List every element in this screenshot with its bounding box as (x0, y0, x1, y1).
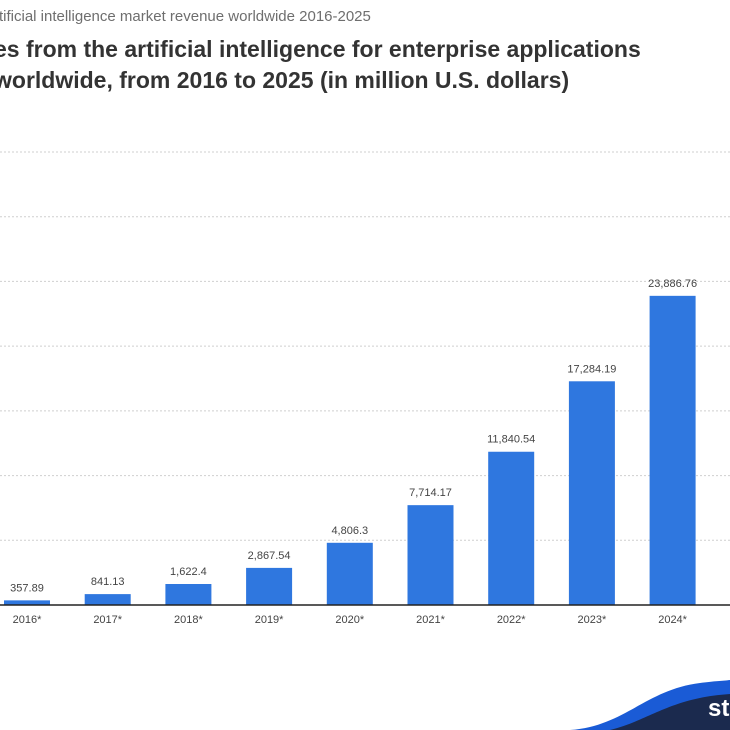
x-tick-label: 2018* (174, 614, 203, 626)
x-tick-label: 2016* (13, 614, 42, 626)
x-tick-label: 2024* (658, 614, 687, 626)
x-tick-label: 2023* (578, 614, 607, 626)
x-tick-label: 2017* (93, 614, 122, 626)
chart-title: es from the artificial intelligence for … (0, 34, 641, 96)
logo-wave-inner (610, 694, 730, 730)
bar-2021[interactable] (407, 505, 454, 605)
bar-2024[interactable] (649, 295, 696, 605)
x-tick-label: 2020* (335, 614, 364, 626)
x-tick-label: 2022* (497, 614, 526, 626)
data-label: 17,284.19 (567, 363, 616, 375)
x-tick-label: 2019* (255, 614, 284, 626)
bar-2018[interactable] (165, 584, 212, 605)
data-label: 23,886.76 (648, 278, 697, 290)
data-label: 2,867.54 (248, 550, 291, 562)
bar-2016[interactable] (4, 600, 50, 605)
data-label: 11,840.54 (487, 434, 535, 446)
grid-lines (0, 151, 730, 541)
bar-2023[interactable] (568, 381, 615, 605)
chart-title-line-1: es from the artificial intelligence for … (0, 36, 641, 62)
labels: 357.89 2016* 841.13 2017* 1,622.4 2018* 2,867.… (10, 278, 697, 626)
bar-2019[interactable] (246, 567, 293, 605)
bar-2020[interactable] (326, 542, 373, 605)
x-tick-label: 2021* (416, 614, 445, 626)
bar-2022[interactable] (488, 451, 535, 605)
chart-title-line-2: worldwide, from 2016 to 2025 (in million… (0, 67, 570, 93)
data-label: 357.89 (10, 582, 44, 594)
bars (4, 295, 696, 605)
chart-subtitle: rtificial intelligence market revenue wo… (0, 8, 371, 25)
data-label: 1,622.4 (170, 566, 207, 578)
bar-2017[interactable] (84, 594, 131, 605)
data-label: 7,714.17 (409, 487, 452, 499)
logo-text: st (708, 695, 729, 722)
statista-logo: st (570, 680, 730, 730)
data-label: 4,806.3 (331, 525, 368, 537)
data-label: 841.13 (91, 576, 125, 588)
